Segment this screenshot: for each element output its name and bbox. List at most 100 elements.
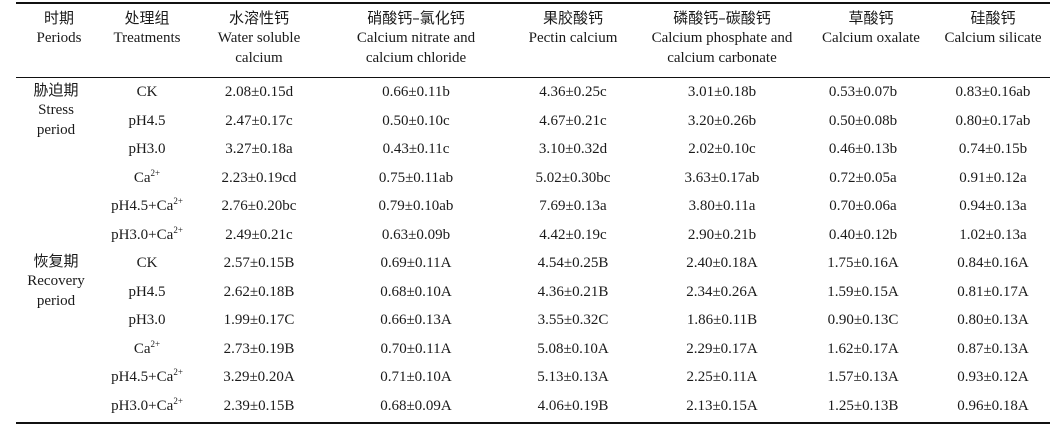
table-row: CK 2.57±0.15B 0.69±0.11A 4.54±0.25B 2.40±0.1… <box>0 249 1057 277</box>
period-en: period <box>36 122 76 138</box>
header-oxalate: 草酸钙 Calcium oxalate <box>806 8 936 74</box>
value-cell: 2.29±0.17A <box>686 340 758 357</box>
period-en: Stress <box>38 102 74 118</box>
header-en: calcium carbonate <box>667 50 777 66</box>
value-cell: 0.50±0.10c <box>382 112 450 129</box>
value-cell: 0.43±0.11c <box>382 141 450 157</box>
value-cell: 0.75±0.11ab <box>378 169 454 186</box>
value-cell: 2.40±0.18A <box>686 255 758 271</box>
value-cell: 2.76±0.20bc <box>221 198 297 214</box>
value-cell: 0.70±0.11A <box>380 340 452 357</box>
treatment-cell: pH4.5 <box>100 107 194 135</box>
treatment-label: Ca <box>133 340 151 357</box>
value-cell: 4.42±0.19c <box>539 226 607 243</box>
treatment-cell: pH3.0+Ca2+ <box>100 392 194 420</box>
treatment-label: pH4.5 <box>128 112 166 129</box>
value-cell: 0.50±0.08b <box>828 112 898 129</box>
table-row: pH4.5+Ca2+ 3.29±0.20A 0.71±0.10A 5.13±0.13A… <box>0 363 1057 391</box>
value-cell: 0.66±0.11b <box>382 84 450 100</box>
period-recovery: 恢复期 Recovery period <box>18 251 94 311</box>
header-phosphate-carbonate: 磷酸钙–碳酸钙 Calcium phosphate and calcium ca… <box>638 8 806 74</box>
treatment-superscript: 2+ <box>150 338 161 349</box>
period-zh: 胁迫期 <box>33 81 79 99</box>
value-cell: 0.96±0.18A <box>957 397 1029 414</box>
treatment-cell: pH4.5+Ca2+ <box>100 192 194 220</box>
header-en: calcium <box>235 50 283 66</box>
period-zh: 恢复期 <box>33 252 79 270</box>
value-cell: 0.53±0.07b <box>828 84 898 100</box>
value-cell: 4.36±0.25c <box>539 84 607 100</box>
period-en: period <box>36 293 76 309</box>
value-cell: 2.47±0.17c <box>225 112 293 129</box>
treatment-cell: pH4.5 <box>100 278 194 306</box>
value-cell: 0.87±0.13A <box>957 340 1029 357</box>
table-row: Ca2+ 2.73±0.19B 0.70±0.11A 5.08±0.10A 2.29±0… <box>0 335 1057 363</box>
header-en: Water soluble <box>217 30 301 46</box>
table-row: pH3.0 3.27±0.18a 0.43±0.11c 3.10±0.32d 2.02±… <box>0 135 1057 163</box>
value-cell: 2.23±0.19cd <box>221 169 297 186</box>
header-nitrate-chloride: 硝酸钙–氯化钙 Calcium nitrate and calcium chlo… <box>324 8 508 74</box>
header-zh: 硝酸钙–氯化钙 <box>367 9 465 27</box>
value-cell: 0.40±0.12b <box>828 226 898 243</box>
value-cell: 0.72±0.05a <box>829 169 897 186</box>
value-cell: 0.69±0.11A <box>380 255 452 271</box>
value-cell: 0.74±0.15b <box>958 141 1028 157</box>
treatment-cell: pH3.0 <box>100 135 194 163</box>
treatment-label: pH4.5 <box>128 283 166 300</box>
header-en: calcium chloride <box>365 50 467 66</box>
treatment-cell: CK <box>100 249 194 277</box>
value-cell: 2.34±0.26A <box>686 283 758 300</box>
treatment-superscript: 2+ <box>173 196 183 206</box>
value-cell: 7.69±0.13a <box>539 198 607 214</box>
value-cell: 0.79±0.10ab <box>378 198 454 214</box>
table-row: pH3.0+Ca2+ 2.39±0.15B 0.68±0.09A 4.06±0.19B… <box>0 392 1057 420</box>
header-zh: 水溶性钙 <box>228 9 289 27</box>
treatment-superscript: 2+ <box>173 367 183 377</box>
value-cell: 3.63±0.17ab <box>684 169 760 186</box>
value-cell: 0.91±0.12a <box>959 169 1027 186</box>
value-cell: 3.55±0.32C <box>537 312 609 328</box>
period-en: Recovery <box>27 273 85 289</box>
table-bottom-rule <box>16 422 1050 424</box>
value-cell: 0.94±0.13a <box>959 198 1027 214</box>
value-cell: 2.49±0.21c <box>225 226 293 243</box>
value-cell: 0.66±0.13A <box>380 312 452 328</box>
table-row: CK 2.08±0.15d 0.66±0.11b 4.36±0.25c 3.01±0.1… <box>0 78 1057 106</box>
value-cell: 0.63±0.09b <box>381 226 451 243</box>
value-cell: 0.46±0.13b <box>828 141 898 157</box>
header-zh: 时期 <box>43 9 74 27</box>
value-cell: 3.20±0.26b <box>687 112 757 129</box>
table-row: Ca2+ 2.23±0.19cd 0.75±0.11ab 5.02±0.30bc 3.6… <box>0 164 1057 192</box>
header-pectin: 果胶酸钙 Pectin calcium <box>508 8 638 74</box>
header-en: Pectin calcium <box>528 30 618 46</box>
treatment-label: Ca <box>133 169 151 186</box>
value-cell: 2.90±0.21b <box>687 226 757 243</box>
value-cell: 2.57±0.15B <box>223 255 295 271</box>
value-cell: 2.25±0.11A <box>686 369 758 385</box>
value-cell: 3.10±0.32d <box>538 141 608 157</box>
value-cell: 4.67±0.21c <box>539 112 607 129</box>
value-cell: 0.71±0.10A <box>380 369 452 385</box>
header-zh: 硅酸钙 <box>970 9 1016 27</box>
value-cell: 0.80±0.13A <box>957 312 1029 328</box>
value-cell: 0.81±0.17A <box>957 283 1029 300</box>
value-cell: 2.39±0.15B <box>223 397 295 414</box>
value-cell: 2.08±0.15d <box>224 84 294 100</box>
treatment-label: pH3.0+Ca <box>111 397 174 414</box>
header-periods: 时期 Periods <box>18 8 100 74</box>
table-row: pH3.0 1.99±0.17C 0.66±0.13A 3.55±0.32C 1.86±… <box>0 306 1057 334</box>
header-en: Calcium silicate <box>944 30 1042 46</box>
value-cell: 3.01±0.18b <box>687 84 757 100</box>
value-cell: 1.86±0.11B <box>686 312 758 328</box>
table-row: pH4.5 2.62±0.18B 0.68±0.10A 4.36±0.21B 2.34±… <box>0 278 1057 306</box>
header-en: Treatments <box>113 30 181 46</box>
value-cell: 0.83±0.16ab <box>955 84 1031 100</box>
value-cell: 2.13±0.15A <box>686 397 758 414</box>
value-cell: 3.29±0.20A <box>223 369 295 385</box>
value-cell: 0.68±0.09A <box>380 397 452 414</box>
treatment-cell: pH4.5+Ca2+ <box>100 363 194 391</box>
period-stress: 胁迫期 Stress period <box>18 80 94 140</box>
value-cell: 5.02±0.30bc <box>535 169 611 186</box>
treatment-label: pH3.0+Ca <box>111 226 174 243</box>
header-en: Calcium oxalate <box>822 30 920 46</box>
